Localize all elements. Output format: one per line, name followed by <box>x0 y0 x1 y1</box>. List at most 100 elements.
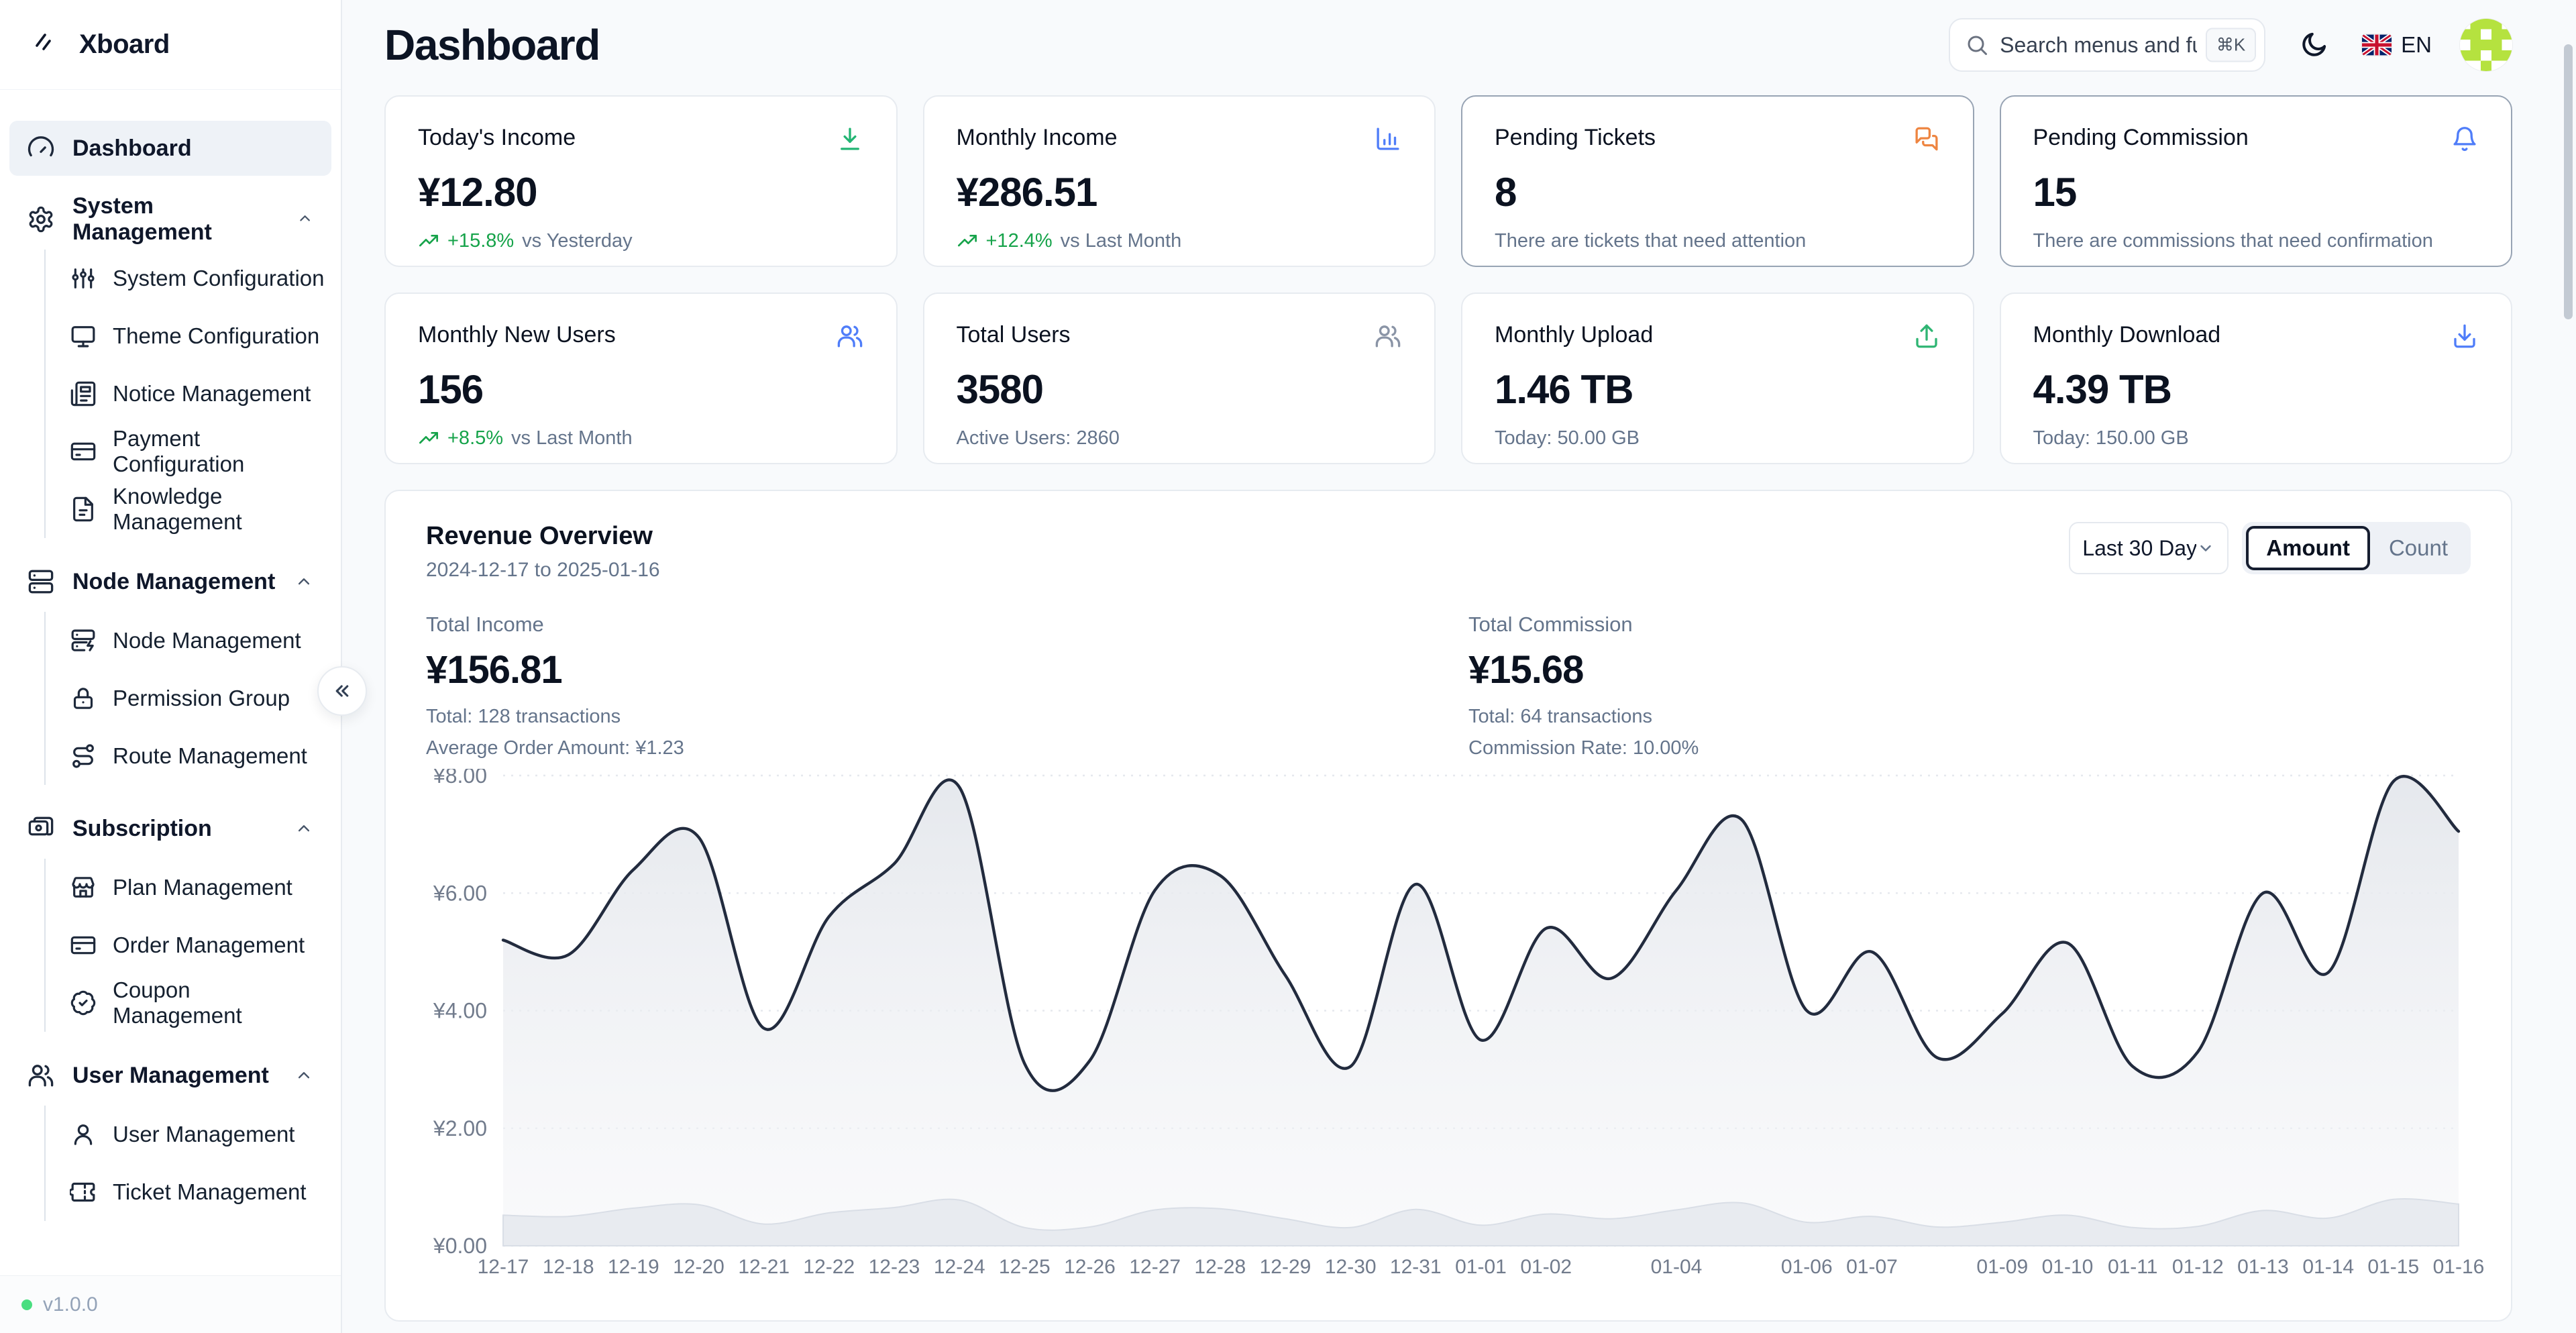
revenue-overview-card: Revenue Overview 2024-12-17 to 2025-01-1… <box>384 490 2512 1322</box>
user-icon <box>70 1121 97 1148</box>
toggle-amount-button[interactable]: Amount <box>2246 526 2370 570</box>
toggle-count-button[interactable]: Count <box>2388 535 2448 560</box>
total-commission-line1: Total: 64 transactions <box>1468 706 1653 727</box>
sidebar-item-subscription[interactable]: Subscription <box>9 801 331 856</box>
sidebar-subsection: Plan Management Order Management Coupon Ma… <box>44 859 331 1032</box>
chevron-down-icon <box>2196 539 2215 557</box>
sidebar-item-node-management[interactable]: Node Management <box>9 554 331 609</box>
user-avatar[interactable] <box>2460 19 2512 71</box>
store-icon <box>70 874 97 901</box>
svg-text:12-27: 12-27 <box>1129 1256 1181 1278</box>
chevron-up-icon <box>294 572 314 592</box>
sidebar-subitem-user-management[interactable]: User Management <box>63 1106 331 1163</box>
svg-text:01-02: 01-02 <box>1520 1256 1572 1278</box>
app-name: Xboard <box>79 30 170 59</box>
sidebar-subitem-system-configuration[interactable]: System Configuration <box>63 250 331 307</box>
app-logo[interactable]: Xboard <box>0 0 341 90</box>
card-title: Pending Commission <box>2033 125 2249 150</box>
revenue-title: Revenue Overview <box>426 522 653 550</box>
language-selector[interactable]: EN <box>2362 32 2432 58</box>
svg-text:12-22: 12-22 <box>803 1256 855 1278</box>
server-bolt-icon <box>70 627 97 654</box>
svg-text:¥0.00: ¥0.00 <box>433 1234 487 1258</box>
sidebar-subitem-route-management[interactable]: Route Management <box>63 727 331 785</box>
revenue-totals: Total Income ¥156.81 Total: 128 transact… <box>426 612 2471 759</box>
status-dot <box>21 1299 32 1310</box>
upload-icon <box>1913 322 1941 350</box>
window-scrollbar[interactable] <box>2564 44 2573 319</box>
sidebar-subitem-label: Theme Configuration <box>113 323 320 348</box>
ticket-icon <box>70 1179 97 1206</box>
users-icon <box>1374 322 1402 350</box>
revenue-controls: Last 30 Days Amount Count <box>2069 522 2471 574</box>
sidebar-subitem-order-management[interactable]: Order Management <box>63 916 331 974</box>
sidebar-subitem-payment-configuration[interactable]: Payment Configuration <box>63 423 331 480</box>
sidebar-subitem-permission-group[interactable]: Permission Group <box>63 670 331 727</box>
total-income-block: Total Income ¥156.81 Total: 128 transact… <box>426 612 1468 759</box>
sidebar-collapse-button[interactable] <box>317 666 367 716</box>
card-title: Monthly Upload <box>1495 322 1654 348</box>
sidebar-item-system-management[interactable]: System Management <box>9 192 331 247</box>
sidebar-subitem-coupon-management[interactable]: Coupon Management <box>63 974 331 1032</box>
card-subtitle: Active Users: 2860 <box>956 427 1120 449</box>
svg-text:01-15: 01-15 <box>2367 1256 2419 1278</box>
wallet-cards-icon <box>27 814 55 843</box>
card-title: Total Users <box>956 322 1071 348</box>
card-value: ¥12.80 <box>418 170 538 215</box>
trending-up-icon <box>418 428 439 449</box>
chevron-up-icon <box>294 818 314 839</box>
revenue-chart: ¥0.00 ¥2.00 ¥4.00 ¥6.00 ¥8.00 12-17 12-18 12-19… <box>426 769 2484 1299</box>
stat-card-monthly-new-users: Monthly New Users 156 +8.5% vs Last Month <box>384 292 898 464</box>
trending-up-icon <box>418 231 439 252</box>
total-commission-value: ¥15.68 <box>1468 648 1584 692</box>
chevron-up-icon <box>294 1065 314 1085</box>
svg-text:12-21: 12-21 <box>738 1256 790 1278</box>
svg-text:12-31: 12-31 <box>1390 1256 1442 1278</box>
sidebar-subsection: User Management Ticket Management <box>44 1106 331 1221</box>
revenue-header: Revenue Overview 2024-12-17 to 2025-01-1… <box>426 522 660 582</box>
total-commission-line2: Commission Rate: 10.00% <box>1468 737 1699 759</box>
sidebar-footer: v1.0.0 <box>0 1275 341 1333</box>
svg-text:01-14: 01-14 <box>2302 1256 2354 1278</box>
download-icon <box>2451 322 2479 350</box>
sidebar-subitem-plan-management[interactable]: Plan Management <box>63 859 331 916</box>
sidebar-item-user-management[interactable]: User Management <box>9 1048 331 1103</box>
card-subtitle: There are tickets that need attention <box>1495 230 1807 252</box>
credit-card-icon <box>70 932 97 959</box>
uk-flag-icon <box>2362 34 2392 56</box>
sidebar-subsection: System Configuration Theme Configuration N… <box>44 250 331 538</box>
stat-card-monthly-upload: Monthly Upload 1.46 TB Today: 50.00 GB <box>1461 292 1974 464</box>
language-label: EN <box>2401 32 2432 57</box>
amount-count-toggle: Amount Count <box>2242 522 2471 574</box>
sidebar-subitem-knowledge-management[interactable]: Knowledge Management <box>63 480 331 538</box>
sidebar-subitem-notice-management[interactable]: Notice Management <box>63 365 331 423</box>
sidebar-subitem-ticket-management[interactable]: Ticket Management <box>63 1163 331 1221</box>
stat-card-pending-tickets[interactable]: Pending Tickets 8 There are tickets that n… <box>1461 95 1974 267</box>
sidebar-item-label: User Management <box>72 1062 269 1088</box>
topbar-actions: ⌘K EN <box>1949 18 2512 72</box>
monitor-icon <box>70 323 97 350</box>
date-range-select-value: Last 30 Days <box>2082 535 2197 560</box>
messages-square-icon <box>1913 125 1941 153</box>
sidebar-subitem-label: User Management <box>113 1122 295 1147</box>
sidebar-subitem-node-management[interactable]: Node Management <box>63 612 331 670</box>
search-wrap: ⌘K <box>1949 18 2266 72</box>
svg-text:01-16: 01-16 <box>2433 1256 2485 1278</box>
svg-text:¥8.00: ¥8.00 <box>433 769 487 788</box>
sidebar-subitem-label: Coupon Management <box>113 977 242 1028</box>
topbar: Dashboard ⌘K <box>384 0 2512 90</box>
chevrons-left-icon <box>335 685 349 697</box>
sidebar-subitem-label: Order Management <box>113 932 305 957</box>
route-icon <box>70 743 97 769</box>
app-version: v1.0.0 <box>43 1293 98 1316</box>
svg-text:01-01: 01-01 <box>1455 1256 1507 1278</box>
sidebar-subitem-theme-configuration[interactable]: Theme Configuration <box>63 307 331 365</box>
date-range-select[interactable]: Last 30 Days <box>2069 522 2229 574</box>
svg-text:12-28: 12-28 <box>1194 1256 1246 1278</box>
total-income-line2: Average Order Amount: ¥1.23 <box>426 737 684 759</box>
stat-card-pending-commission[interactable]: Pending Commission 15 There are commission… <box>1999 95 2512 267</box>
total-income-line1: Total: 128 transactions <box>426 706 621 727</box>
dark-mode-toggle[interactable] <box>2294 25 2334 65</box>
sidebar-item-dashboard[interactable]: Dashboard <box>9 121 331 176</box>
svg-text:01-11: 01-11 <box>2108 1256 2158 1278</box>
